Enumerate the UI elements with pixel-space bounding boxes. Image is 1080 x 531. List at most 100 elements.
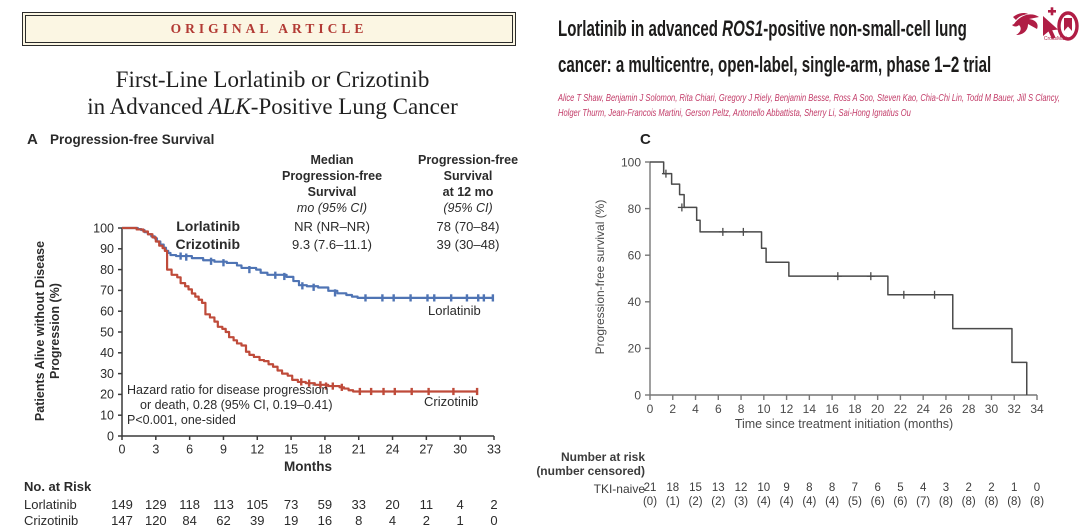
stats-col1-header: Median Progression-free Survival xyxy=(281,153,383,199)
svg-text:10: 10 xyxy=(100,409,114,423)
risk-value: 2 xyxy=(490,497,498,512)
stats-col2-header: Progression-free Survival at 12 mo xyxy=(417,153,519,199)
stat-lorlatinib-12mo: 78 (70–84) xyxy=(436,219,500,234)
svg-text:12: 12 xyxy=(780,402,794,416)
risk-value: 62 xyxy=(216,513,231,528)
svg-text:40: 40 xyxy=(100,346,114,360)
risk-value: (2) xyxy=(711,496,726,508)
risk-value: 4 xyxy=(456,497,464,512)
stats-col2-unit: (95% CI) xyxy=(443,201,493,215)
risk-value: 12 xyxy=(734,482,748,494)
svg-text:20: 20 xyxy=(628,342,642,356)
risk-value: 8 xyxy=(806,482,813,494)
risk-row-tki-naive-name: TKI-naive xyxy=(593,482,645,496)
svg-text:34: 34 xyxy=(1030,402,1044,416)
number-censored-header: (number censored) xyxy=(536,464,645,478)
nejm-title-line1: First-Line Lorlatinib or Crizotinib xyxy=(115,67,430,92)
risk-value: 11 xyxy=(419,497,434,512)
risk-value: 73 xyxy=(283,497,299,512)
svg-text:20: 20 xyxy=(871,402,885,416)
lancet-title-line1: Lorlatinib in advanced ROS1-positive non… xyxy=(558,16,967,41)
svg-text:22: 22 xyxy=(894,402,908,416)
fast-track-bird-icon xyxy=(1012,13,1039,36)
svg-text:0: 0 xyxy=(107,429,114,443)
left-y-axis-label: Patients Alive without Disease Progressi… xyxy=(33,240,62,422)
legend-lorlatinib: Lorlatinib xyxy=(176,218,240,234)
nejm-title-line2: in Advanced ALK-Positive Lung Cancer xyxy=(87,94,458,119)
svg-text:15: 15 xyxy=(284,443,298,457)
risk-value: 3 xyxy=(942,482,950,494)
risk-value: (4) xyxy=(825,496,840,508)
risk-value: 0 xyxy=(1033,482,1041,494)
svg-text:60: 60 xyxy=(628,249,642,263)
risk-value: (2) xyxy=(688,496,703,508)
risk-value: 9 xyxy=(783,482,790,494)
svg-text:2: 2 xyxy=(669,402,676,416)
stats-col1-unit: mo (95% CI) xyxy=(296,201,368,215)
svg-text:60: 60 xyxy=(100,305,114,319)
original-article-label: ORIGINAL ARTICLE xyxy=(170,21,368,36)
risk-value: (8) xyxy=(938,496,953,508)
svg-text:9: 9 xyxy=(220,443,227,457)
risk-value: 21 xyxy=(643,482,657,494)
svg-text:20: 20 xyxy=(100,388,114,402)
risk-value: (8) xyxy=(961,496,976,508)
svg-text:100: 100 xyxy=(621,155,641,169)
risk-value: 19 xyxy=(283,513,299,528)
svg-text:4: 4 xyxy=(692,402,699,416)
svg-text:24: 24 xyxy=(386,443,400,457)
risk-value: 8 xyxy=(828,482,836,494)
risk-value: 15 xyxy=(689,482,702,494)
stat-crizotinib-median: 9.3 (7.6–11.1) xyxy=(292,237,372,252)
number-at-risk-header: Number at risk xyxy=(560,450,645,464)
lancet-authors-line1: Alice T Shaw, Benjamin J Solomon, Rita C… xyxy=(558,92,1060,104)
svg-text:26: 26 xyxy=(939,402,953,416)
left-x-axis-label: Months xyxy=(284,459,332,474)
svg-text:32: 32 xyxy=(1008,402,1022,416)
stat-crizotinib-12mo: 39 (30–48) xyxy=(436,237,500,252)
risk-value: 13 xyxy=(711,482,725,494)
svg-text:0: 0 xyxy=(647,402,654,416)
svg-text:14: 14 xyxy=(803,402,817,416)
risk-row-lorlatinib: Lorlatinib 149 129 118 113 105 73 59 33 20 11 4 2 xyxy=(0,497,545,513)
risk-value: 33 xyxy=(351,497,366,512)
svg-text:10: 10 xyxy=(757,402,771,416)
lorlatinib-curve-label: Lorlatinib xyxy=(428,303,481,318)
svg-text:50: 50 xyxy=(100,325,114,339)
svg-text:27: 27 xyxy=(419,443,433,457)
svg-text:70: 70 xyxy=(100,284,114,298)
risk-value: (0) xyxy=(642,496,658,508)
risk-value: 118 xyxy=(179,497,200,512)
original-article-banner-inner: ORIGINAL ARTICLE xyxy=(25,15,513,43)
risk-value: (6) xyxy=(893,496,908,508)
risk-value: 129 xyxy=(144,497,167,512)
svg-text:0: 0 xyxy=(634,388,641,402)
svg-text:33: 33 xyxy=(487,443,501,457)
svg-text:8: 8 xyxy=(738,402,745,416)
cursor-plus-icon xyxy=(1043,7,1058,39)
svg-text:90: 90 xyxy=(100,242,114,256)
right-x-axis-label: Time since treatment initiation (months) xyxy=(734,417,954,431)
risk-value: 10 xyxy=(757,482,771,494)
risk-row-tki-naive: TKI-naive 21 18 15 13 12 10 9 8 8 7 6 5 4 3 2 2 1 0 xyxy=(0,482,1080,496)
risk-value: 16 xyxy=(317,513,333,528)
risk-value: 6 xyxy=(874,482,881,494)
risk-value: 2 xyxy=(422,513,430,528)
risk-value: 18 xyxy=(666,482,680,494)
risk-value: 4 xyxy=(388,513,397,528)
right-y-axis-label: Progression-free survival (%) xyxy=(593,199,607,355)
risk-value: 105 xyxy=(246,497,269,512)
no-at-risk-header: No. at Risk xyxy=(24,479,92,494)
crizotinib-curve-label: Crizotinib xyxy=(424,394,479,409)
svg-text:21: 21 xyxy=(352,443,366,457)
svg-text:18: 18 xyxy=(318,443,332,457)
risk-value: 59 xyxy=(317,497,333,512)
svg-text:6: 6 xyxy=(186,443,193,457)
panel-c-label: C xyxy=(640,131,651,148)
svg-text:30: 30 xyxy=(100,367,114,381)
svg-text:18: 18 xyxy=(848,402,862,416)
original-article-banner: ORIGINAL ARTICLE xyxy=(22,12,516,46)
svg-text:24: 24 xyxy=(916,402,930,416)
